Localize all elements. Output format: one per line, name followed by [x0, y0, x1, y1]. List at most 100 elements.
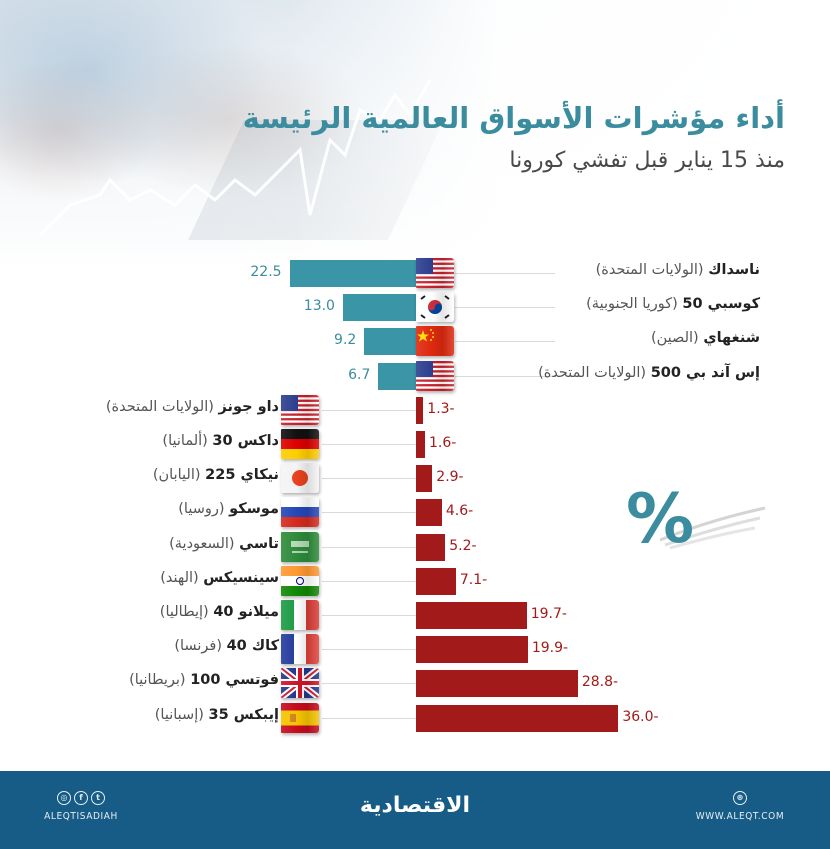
index-name: سينسيكس — [203, 569, 279, 586]
country-name: (فرنسا) — [174, 638, 227, 655]
russia-flag-icon — [281, 497, 319, 528]
us-flag-icon — [416, 360, 454, 391]
value-label: 2.9- — [436, 469, 464, 486]
chart-row: 28.8- فوتسي 100 (بريطانيا) — [0, 666, 830, 700]
twitter-icon[interactable]: t — [91, 791, 105, 805]
bar — [416, 465, 433, 493]
country-name: (إيطاليا) — [159, 604, 214, 620]
category-label: إيبكس 35 (إسبانيا) — [155, 707, 279, 723]
france-flag-icon — [281, 634, 319, 665]
index-name: إس آند بي 500 — [650, 364, 760, 381]
category-label: تاسي (السعودية) — [169, 536, 279, 552]
saudi-arabia-flag-icon — [281, 531, 319, 562]
index-name: شنغهاي — [703, 330, 760, 347]
index-name: كوسبي 50 — [682, 296, 760, 313]
category-label: شنغهاي (الصين) — [651, 330, 760, 346]
spain-flag-icon — [281, 702, 319, 733]
uk-flag-icon — [281, 668, 319, 699]
value-label: 7.1- — [459, 571, 488, 588]
bar — [416, 567, 456, 595]
value-label: 13.0 — [303, 298, 335, 315]
index-name: ميلانو 40 — [213, 604, 279, 620]
index-name: كاك 40 — [226, 638, 279, 655]
globe-icon: ⊛ — [733, 791, 747, 805]
chart-row: 13.0 كوسبي 50 (كوريا الجنوبية) — [0, 290, 830, 324]
italy-flag-icon — [281, 600, 319, 630]
germany-flag-icon — [281, 429, 319, 459]
index-name: نيكاي 225 — [205, 467, 279, 484]
guide-line — [455, 307, 555, 309]
guide-line — [322, 615, 416, 616]
index-name: داو جونز — [218, 398, 279, 415]
chart-row: 5.2- تاسي (السعودية) — [0, 530, 830, 564]
hero-background-image — [0, 0, 830, 270]
social-block: ◎ f t ALEQTISADIAH — [26, 791, 136, 822]
index-name: تاسي — [239, 535, 279, 552]
india-flag-icon — [281, 565, 319, 596]
website-link[interactable]: WWW.ALEQT.COM — [695, 811, 785, 822]
chart-row: 36.0- إيبكس 35 (إسبانيا) — [0, 701, 830, 735]
footer: ◎ f t ALEQTISADIAH الاقتصادية ⊛ WWW.ALEQ… — [0, 771, 830, 849]
category-label: نيكاي 225 (اليابان) — [153, 467, 279, 483]
category-label: داو جونز (الولايات المتحدة) — [106, 399, 279, 415]
south-korea-flag-icon — [416, 292, 454, 323]
country-name: (الولايات المتحدة) — [538, 364, 651, 381]
value-label: 1.3- — [427, 400, 455, 417]
category-label: موسكو (روسيا) — [178, 501, 279, 517]
country-name: (بريطانيا) — [129, 672, 191, 689]
brand-logo: الاقتصادية — [359, 793, 471, 818]
bar — [416, 431, 425, 458]
guide-line — [455, 375, 555, 377]
chart-row: 2.9- نيكاي 225 (اليابان) — [0, 461, 830, 495]
chart-subtitle: منذ 15 يناير قبل تفشي كورونا — [509, 148, 785, 173]
facebook-icon[interactable]: f — [74, 791, 88, 805]
chart-row: 19.7- ميلانو 40 (إيطاليا) — [0, 598, 830, 632]
country-name: (ألمانيا) — [162, 433, 213, 449]
country-name: (الهند) — [160, 569, 204, 586]
bar — [416, 396, 424, 424]
index-name: موسكو — [229, 501, 279, 518]
index-name: ناسداك — [708, 262, 760, 278]
category-label: كوسبي 50 (كوريا الجنوبية) — [586, 296, 760, 312]
value-label: 6.7 — [348, 366, 371, 383]
guide-line — [455, 341, 555, 343]
instagram-icon[interactable]: ◎ — [57, 791, 71, 805]
guide-line — [322, 580, 416, 582]
chart-row: 6.7 إس آند بي 500 (الولايات المتحدة) — [0, 359, 830, 393]
guide-line — [322, 512, 416, 514]
category-label: ميلانو 40 (إيطاليا) — [160, 604, 279, 620]
value-label: 9.2 — [334, 332, 357, 349]
chart-row: 4.6- موسكو (روسيا) — [0, 495, 830, 529]
chart-title: أداء مؤشرات الأسواق العالمية الرئيسة — [242, 101, 785, 135]
chart-row: 22.5 ناسداك (الولايات المتحدة) — [0, 256, 830, 290]
chart-row: 1.3- داو جونز (الولايات المتحدة) — [0, 393, 830, 427]
bar — [416, 670, 578, 698]
category-label: فوتسي 100 (بريطانيا) — [129, 672, 279, 688]
percent-symbol: % — [626, 480, 695, 559]
country-name: (الولايات المتحدة) — [105, 398, 219, 415]
country-name: (الصين) — [650, 330, 704, 347]
website-block: ⊛ WWW.ALEQT.COM — [680, 791, 800, 822]
value-label: 4.6- — [445, 503, 474, 520]
guide-line — [322, 478, 416, 480]
bar — [416, 499, 442, 527]
bar-chart: 22.5 ناسداك (الولايات المتحدة) 13.0 كوسبي 5… — [0, 255, 830, 735]
percent-trail-graphic — [660, 506, 766, 550]
value-label: 36.0- — [622, 708, 659, 725]
bar — [416, 533, 446, 561]
country-name: (روسيا) — [178, 501, 230, 518]
chart-row: 7.1- سينسيكس (الهند) — [0, 564, 830, 598]
country-name: (اليابان) — [152, 467, 206, 484]
china-flag-icon — [416, 326, 454, 357]
guide-line — [322, 683, 416, 685]
category-label: سينسيكس (الهند) — [160, 570, 279, 586]
value-label: 1.6- — [428, 435, 457, 451]
japan-flag-icon — [281, 463, 319, 494]
index-name: داكس 30 — [212, 433, 279, 449]
category-label: داكس 30 (ألمانيا) — [162, 433, 279, 449]
bar — [416, 636, 528, 664]
social-handle[interactable]: ALEQTISADIAH — [44, 811, 118, 822]
chart-row: 9.2 شنغهاي (الصين) — [0, 324, 830, 358]
guide-line — [322, 444, 416, 445]
category-label: كاك 40 (فرنسا) — [174, 638, 279, 654]
